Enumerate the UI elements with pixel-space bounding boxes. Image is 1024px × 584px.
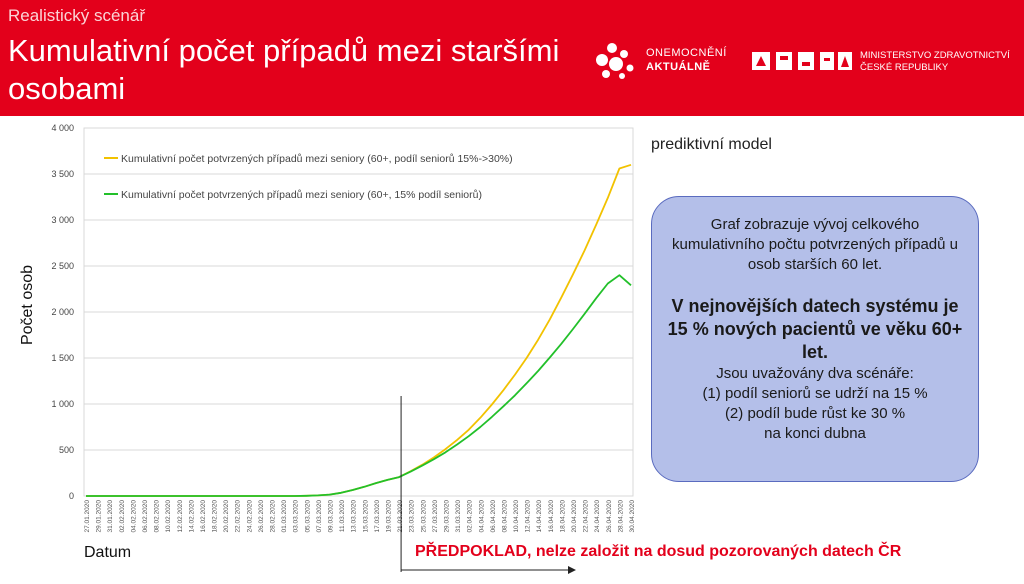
info-scenarios-heading: Jsou uvažovány dva scénáře: (716, 365, 914, 382)
info-description: Graf zobrazuje vývoj celkového kumulativ… (672, 216, 959, 273)
x-tick-label: 29.03.2020 (443, 500, 450, 533)
x-tick-label: 13.03.2020 (351, 500, 358, 533)
x-tick-label: 17.03.2020 (374, 500, 381, 533)
x-tick-label: 20.02.2020 (223, 500, 230, 533)
info-box: Graf zobrazuje vývoj celkového kumulativ… (651, 196, 979, 482)
legend-label-2: Kumulativní počet potvrzených případů me… (121, 189, 482, 201)
ministry-mark-icon (752, 52, 852, 70)
x-tick-label: 18.04.2020 (559, 500, 566, 533)
forecast-arrow-head-icon (568, 566, 576, 574)
x-tick-label: 31.01.2020 (107, 500, 114, 533)
y-tick-label: 1 000 (51, 399, 74, 409)
logo2-line2: ČESKÉ REPUBLIKY (860, 62, 949, 73)
x-tick-label: 06.02.2020 (142, 500, 149, 533)
logo1-line1: ONEMOCNĚNÍ (646, 47, 727, 59)
x-tick-label: 12.04.2020 (525, 500, 532, 533)
x-tick-label: 07.03.2020 (316, 500, 323, 533)
x-tick-label: 24.02.2020 (246, 500, 253, 533)
x-tick-label: 29.01.2020 (96, 500, 103, 533)
x-tick-label: 26.02.2020 (258, 500, 265, 533)
header-banner: Realistický scénář Kumulativní počet pří… (0, 0, 1024, 116)
x-tick-label: 20.04.2020 (571, 500, 578, 533)
x-tick-label: 28.02.2020 (270, 500, 277, 533)
x-tick-label: 22.04.2020 (583, 500, 590, 533)
x-tick-label: 14.04.2020 (536, 500, 543, 533)
y-tick-label: 4 000 (51, 123, 74, 133)
predictive-model-label: prediktivní model (651, 136, 772, 153)
x-tick-label: 10.02.2020 (165, 500, 172, 533)
x-tick-label: 16.02.2020 (200, 500, 207, 533)
info-scenario-2-cont: na konci dubna (764, 425, 866, 442)
x-tick-label: 02.04.2020 (467, 500, 474, 533)
series-line-2 (86, 274, 632, 497)
x-tick-label: 06.04.2020 (490, 500, 497, 533)
y-tick-label: 2 000 (51, 307, 74, 317)
info-highlight: V nejnovějších datech systému je 15 % no… (667, 296, 963, 362)
y-tick-label: 2 500 (51, 261, 74, 271)
y-tick-label: 1 500 (51, 353, 74, 363)
info-scenario-2: (2) podíl bude růst ke 30 % (724, 405, 906, 422)
forecast-warning: PŘEDPOKLAD, nelze založit na dosud pozor… (415, 543, 902, 560)
y-tick-label: 3 500 (51, 169, 74, 179)
x-tick-label: 08.02.2020 (154, 500, 161, 533)
x-tick-label: 16.04.2020 (548, 500, 555, 533)
x-tick-label: 03.03.2020 (293, 500, 300, 533)
x-tick-label: 30.04.2020 (629, 500, 636, 533)
x-tick-label: 25.03.2020 (420, 500, 427, 533)
info-scenario-1: (1) podíl seniorů se udrží na 15 % (702, 385, 928, 402)
x-tick-label: 28.04.2020 (617, 500, 624, 533)
x-axis-title: Datum (84, 544, 132, 561)
x-tick-label: 15.03.2020 (362, 500, 369, 533)
x-tick-label: 08.04.2020 (501, 500, 508, 533)
x-tick-label: 14.02.2020 (188, 500, 195, 533)
series-line-1 (86, 163, 632, 497)
x-tick-label: 19.03.2020 (385, 500, 392, 533)
x-tick-label: 04.02.2020 (130, 500, 137, 533)
x-tick-label: 05.03.2020 (304, 500, 311, 533)
dots-logo-icon (596, 43, 634, 79)
x-tick-label: 24.04.2020 (594, 500, 601, 533)
x-tick-label: 22.02.2020 (235, 500, 242, 533)
x-tick-label: 11.03.2020 (339, 500, 346, 532)
y-axis-title: Počet osob (19, 264, 36, 346)
x-tick-label: 18.02.2020 (212, 500, 219, 533)
legend-label-1: Kumulativní počet potvrzených případů me… (121, 153, 513, 165)
onemocneni-aktualne-logo: ONEMOCNĚNÍ AKTUÁLNĚ (592, 42, 742, 80)
x-tick-label: 12.02.2020 (177, 500, 184, 533)
x-tick-label: 10.04.2020 (513, 500, 520, 533)
logo2-line1: MINISTERSTVO ZDRAVOTNICTVÍ (860, 50, 1010, 61)
x-tick-label: 02.02.2020 (119, 500, 126, 533)
x-tick-label: 26.04.2020 (606, 500, 613, 533)
x-tick-label: 31.03.2020 (455, 500, 462, 533)
slide-title: Kumulativní počet případů mezi staršími … (8, 33, 560, 106)
x-tick-label: 23.03.2020 (409, 500, 416, 533)
x-tick-label: 04.04.2020 (478, 500, 485, 533)
x-tick-label: 09.03.2020 (328, 500, 335, 533)
y-tick-label: 3 000 (51, 215, 74, 225)
x-tick-label: 01.03.2020 (281, 500, 288, 533)
y-tick-label: 500 (59, 445, 74, 455)
x-tick-label: 27.03.2020 (432, 500, 439, 533)
x-tick-label: 27.01.2020 (84, 500, 91, 533)
ministry-logo: MINISTERSTVO ZDRAVOTNICTVÍ ČESKÉ REPUBLI… (752, 44, 1022, 78)
slide-subtitle: Realistický scénář (8, 6, 145, 25)
y-tick-label: 0 (69, 491, 74, 501)
logo1-line2: AKTUÁLNĚ (646, 61, 711, 73)
